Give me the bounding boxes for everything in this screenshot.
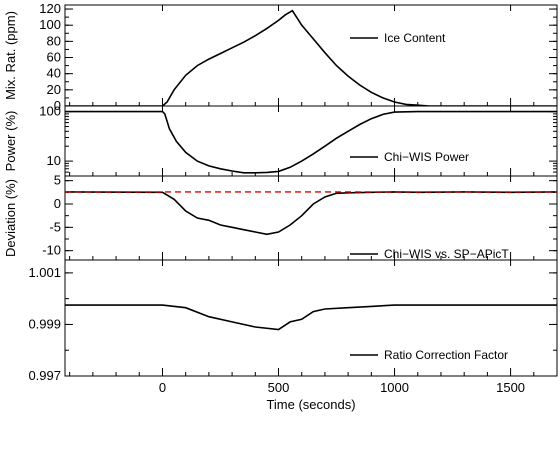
legend-label: Chi−WIS Power — [384, 150, 469, 164]
legend-label: Ratio Correction Factor — [384, 348, 508, 362]
x-tick-label: 500 — [268, 380, 290, 395]
y-tick-label: 0 — [54, 196, 61, 211]
y-tick-label: 40 — [47, 66, 61, 81]
y-tick-label: 0.997 — [28, 368, 61, 383]
y-tick-label: 20 — [47, 82, 61, 97]
y-tick-label: 80 — [47, 33, 61, 48]
panel-2: 10 100 Power (%) Chi−WIS Power — [3, 104, 558, 177]
y-tick-label: 100 — [39, 104, 61, 119]
x-axis-label: Time (seconds) — [266, 397, 355, 412]
y-tick-label: 60 — [47, 50, 61, 65]
x-tick-label: 1500 — [496, 380, 525, 395]
series-line-2-1 — [65, 110, 557, 174]
x-tick-label: 1000 — [380, 380, 409, 395]
y-tick-label: 100 — [39, 17, 61, 32]
panel-frame — [64, 4, 558, 107]
y-axis-label: Power (%) — [3, 111, 18, 172]
series-line-1-1 — [65, 9, 557, 106]
y-tick-label: 10 — [47, 153, 61, 168]
y-tick-label: 120 — [39, 1, 61, 16]
y-tick-label: 5 — [54, 173, 61, 188]
legend-label: Ice Content — [384, 31, 446, 45]
y-tick-label: 0 — [54, 98, 61, 113]
y-tick-label: 0.999 — [28, 316, 61, 331]
y-tick-label: 1.001 — [28, 265, 61, 280]
panel-4: 0.997 0.999 1.001 Ratio Correction Factor 0 5… — [28, 259, 558, 412]
panel-frame — [64, 105, 558, 177]
y-tick-label: -10 — [42, 243, 61, 258]
y-tick-label: -5 — [49, 219, 61, 234]
series-line-3-1 — [65, 191, 557, 236]
y-axis-label: Mix. Rat. (ppm) — [3, 11, 18, 100]
panel-3: -10 -5 0 5 Deviation (%) Chi−WIS vs. SP−APicT — [3, 173, 558, 261]
y-axis-label: Deviation (%) — [3, 179, 18, 257]
series-line-4-1 — [65, 304, 557, 331]
x-tick-label: 0 — [159, 380, 166, 395]
panel-frame — [64, 259, 558, 377]
legend-label: Chi−WIS vs. SP−APicT — [384, 247, 509, 261]
